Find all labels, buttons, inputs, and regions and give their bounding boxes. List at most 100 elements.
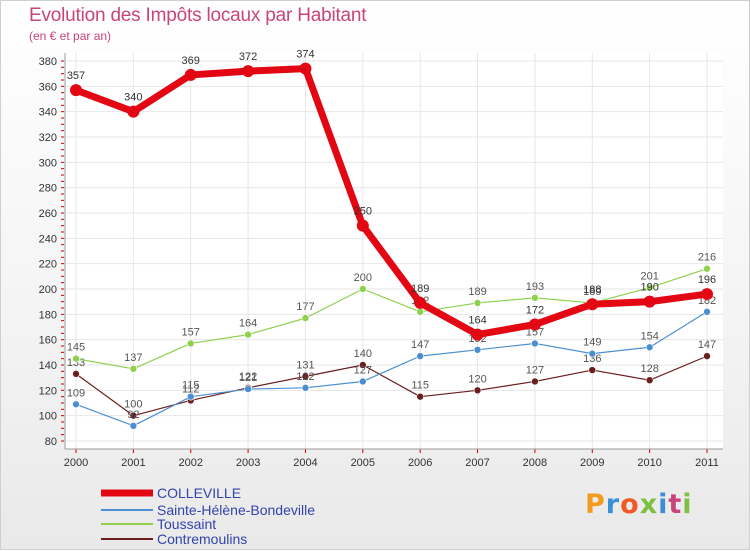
data-label: 128: [640, 363, 658, 375]
data-label: 121: [239, 372, 257, 384]
x-tick-label: 2011: [695, 457, 719, 469]
series-colleville: 357 340 369 372 374 250 189 164 172 188 190 196: [67, 49, 716, 341]
data-point: [416, 392, 424, 401]
x-tick-label: 2003: [236, 457, 260, 469]
data-point: [129, 411, 138, 420]
data-label: 172: [526, 304, 544, 316]
legend: COLLEVILLESainte-Hélène-BondevilleToussa…: [101, 485, 315, 547]
legend-label: Sainte-Hélène-Bondeville: [157, 502, 315, 518]
x-tick-label: 2000: [64, 457, 88, 469]
data-point: [645, 343, 654, 352]
data-point: [72, 370, 80, 378]
data-label: 216: [698, 252, 716, 264]
data-point: [473, 299, 482, 307]
series-sainte-helene-bondeville: 10992115121122127147152157149154182: [67, 295, 716, 430]
data-point: [184, 68, 197, 81]
data-point: [186, 392, 195, 401]
data-label: 369: [182, 55, 200, 67]
data-point: [301, 372, 310, 381]
data-label: 157: [526, 326, 544, 338]
legend-item: COLLEVILLE: [101, 485, 241, 501]
y-tick-label: 180: [39, 309, 57, 321]
data-label: 154: [640, 330, 658, 342]
legend-label: Contremoulins: [157, 531, 247, 547]
data-point: [416, 352, 424, 360]
series-toussaint: 145137157164177200182189193189201216: [67, 252, 716, 373]
data-label: 250: [354, 206, 372, 218]
series-line: [75, 355, 708, 417]
data-label: 131: [296, 359, 314, 371]
data-label: 115: [182, 380, 200, 392]
data-label: 196: [698, 274, 716, 286]
data-label: 188: [583, 284, 601, 296]
data-point: [473, 386, 482, 395]
y-tick-label: 300: [39, 157, 57, 169]
data-label: 190: [640, 282, 658, 294]
data-point: [643, 295, 656, 308]
data-label: 147: [411, 339, 429, 351]
data-label: 149: [583, 337, 601, 349]
data-label: 200: [354, 272, 372, 284]
y-tick-label: 260: [39, 208, 57, 220]
data-point: [531, 294, 539, 302]
data-label: 122: [239, 371, 257, 383]
y-tick-label: 220: [39, 259, 57, 271]
y-tick-label: 140: [39, 360, 57, 372]
legend-label: Toussaint: [157, 516, 216, 532]
data-point: [531, 377, 539, 386]
legend-label: COLLEVILLE: [157, 485, 241, 501]
data-point: [414, 296, 427, 309]
data-label: 177: [296, 301, 314, 313]
proxiti-logo: Proxiti: [585, 489, 693, 520]
y-tick-label: 240: [39, 233, 57, 245]
x-tick-label: 2006: [408, 457, 432, 469]
data-label: 122: [296, 371, 314, 383]
data-point: [359, 285, 367, 293]
data-point: [299, 62, 312, 75]
data-label: 164: [468, 315, 486, 327]
data-label: 372: [239, 51, 257, 63]
data-point: [528, 318, 541, 331]
y-tick-label: 360: [39, 81, 57, 93]
data-label: 189: [583, 286, 601, 298]
y-tick-label: 320: [39, 132, 57, 144]
data-label: 136: [583, 353, 601, 365]
x-tick-label: 2005: [351, 457, 375, 469]
x-tick-label: 2008: [523, 457, 547, 469]
data-point: [301, 314, 310, 322]
data-point: [129, 421, 138, 430]
data-label: 92: [127, 409, 139, 421]
x-tick-label: 2002: [178, 457, 202, 469]
data-label: 127: [526, 364, 544, 376]
data-point: [356, 219, 369, 232]
data-point: [244, 330, 252, 339]
y-tick-label: 120: [39, 385, 57, 397]
legend-item: Sainte-Hélène-Bondeville: [101, 502, 315, 518]
x-tick-label: 2010: [637, 457, 661, 469]
data-point: [645, 283, 654, 292]
chart-title: Evolution des Impôts locaux par Habitant: [29, 5, 367, 26]
data-label: 112: [182, 383, 200, 395]
data-label: 189: [468, 286, 486, 298]
data-label: 189: [411, 283, 429, 295]
y-tick-label: 380: [39, 56, 57, 68]
data-point: [588, 366, 597, 374]
y-tick-label: 100: [39, 411, 57, 423]
y-tick-label: 200: [39, 284, 57, 296]
data-point: [359, 377, 367, 386]
data-label: 115: [411, 380, 429, 392]
y-tick-label: 160: [39, 335, 57, 347]
data-point: [703, 352, 711, 360]
data-point: [703, 264, 711, 273]
data-point: [72, 400, 80, 409]
data-label: 145: [67, 342, 85, 354]
legend-item: Contremoulins: [101, 531, 247, 547]
data-point: [473, 345, 482, 354]
data-point: [701, 288, 713, 301]
data-point: [186, 339, 195, 348]
data-point: [244, 385, 252, 393]
y-tick-label: 80: [45, 436, 57, 448]
